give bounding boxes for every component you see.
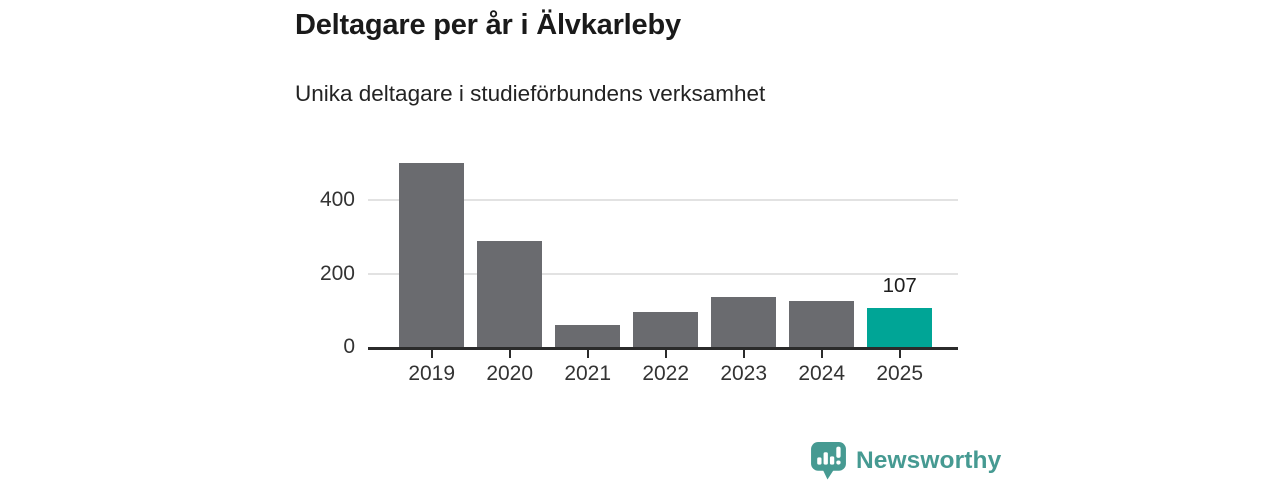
newsworthy-logo-text: Newsworthy [856,446,1002,474]
bar-2025 [867,307,933,347]
x-axis-label-2023: 2023 [720,362,768,385]
bar-2019 [399,163,465,347]
x-axis-tick-2025 [898,350,901,358]
chart-title: Deltagare per år i Älvkarleby [295,9,681,41]
x-axis-label-2024: 2024 [798,362,846,385]
x-axis-label-2019: 2019 [408,362,456,385]
x-axis-label-2022: 2022 [642,362,690,385]
x-axis-tick-2022 [664,350,667,358]
x-axis-label-2025: 2025 [876,362,924,385]
x-axis-label-2020: 2020 [486,362,534,385]
newsworthy-logo: Newsworthy [810,441,1001,480]
bar-2023 [711,297,777,347]
gridline-200 [368,272,958,275]
x-axis-tick-2020 [508,350,511,358]
x-axis-tick-2024 [820,350,823,358]
gridline-400 [368,199,958,201]
x-axis-label-2021: 2021 [564,362,612,385]
bar-value-label-2025: 107 [882,273,917,297]
bar-chart-plot: 2019 2020 2021 2022 2023 2024 2025 107 [368,150,958,385]
x-axis-tick-2021 [586,350,589,358]
x-axis-tick-2023 [742,350,745,358]
bar-2021 [555,324,621,347]
y-axis-label-400: 400 [319,188,355,211]
chart-subtitle: Unika deltagare i studieförbundens verks… [295,81,766,106]
y-axis-label-0: 0 [343,335,355,358]
bar-2020 [477,241,543,347]
bar-chart-speech-bubble-icon [811,442,846,480]
y-axis-label-200: 200 [319,261,355,285]
x-axis-tick-2019 [430,350,433,358]
bar-2024 [789,301,855,347]
bar-2022 [633,311,699,347]
y-axis-labels: 0 200 400 [295,150,355,358]
